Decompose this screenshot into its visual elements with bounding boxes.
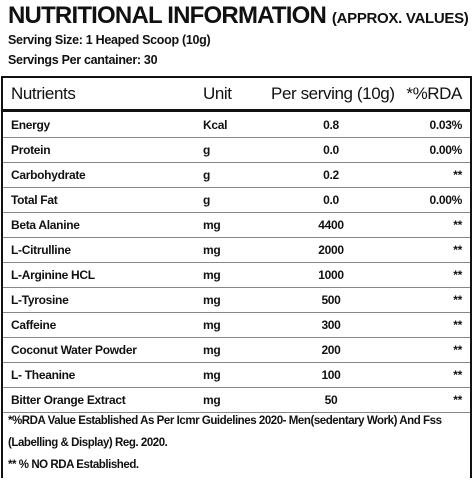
per-serving: 200 (321, 343, 341, 357)
nutrient: Coconut Water Powder (11, 343, 137, 357)
rda: ** (453, 168, 462, 182)
subtitle: (APPROX. VALUES) (331, 10, 469, 27)
table-row: Beta Alanine mg 4400 ** (3, 213, 470, 238)
rda: 0.00% (429, 193, 462, 207)
table-row: Energy Kcal 0.8 0.03% (3, 113, 470, 138)
table-row: L-Citrulline mg 2000 ** (3, 238, 470, 263)
rda: ** (453, 268, 462, 282)
rda: ** (453, 293, 462, 307)
table-row: Protein g 0.0 0.00% (3, 138, 470, 163)
servings-per-container: Servings Per cantainer: 30 (8, 53, 158, 67)
column-header: Nutrients (11, 84, 76, 103)
per-serving: 1000 (318, 268, 344, 282)
title-line: NUTRITIONAL INFORMATION (APPROX. VALUES) (8, 2, 469, 30)
nutrient: L-Arginine HCL (11, 268, 95, 282)
nutrient: L- Theanine (11, 368, 76, 382)
table-header: Nutrients Unit Per serving (10g) *%RDA (3, 78, 470, 112)
table-row: Coconut Water Powder mg 200 ** (3, 338, 470, 363)
rda: ** (453, 218, 462, 232)
nutrition-table: Nutrients Unit Per serving (10g) *%RDA Ener… (1, 76, 472, 478)
unit: g (203, 143, 211, 157)
title: NUTRITIONAL INFORMATION (8, 2, 327, 29)
footnote: (Labelling & Display) Reg. 2020. (8, 437, 168, 449)
rda: ** (453, 393, 462, 407)
per-serving: 100 (321, 368, 341, 382)
column-header: *%RDA (406, 84, 462, 103)
unit: mg (203, 343, 221, 357)
nutrient: Caffeine (11, 318, 56, 332)
per-serving: 300 (321, 318, 341, 332)
nutrient: L-Citrulline (11, 243, 71, 257)
unit: mg (203, 393, 221, 407)
serving-size: Serving Size: 1 Heaped Scoop (10g) (8, 33, 211, 47)
unit: mg (203, 368, 221, 382)
unit: g (203, 168, 211, 182)
rda: ** (453, 243, 462, 257)
nutrient: Beta Alanine (11, 218, 80, 232)
table-row: Caffeine mg 300 ** (3, 313, 470, 338)
per-serving: 0.8 (323, 118, 339, 132)
unit: mg (203, 243, 221, 257)
column-header: Per serving (10g) (271, 84, 395, 103)
unit: Kcal (203, 118, 228, 132)
rda: 0.03% (429, 118, 462, 132)
nutrient: Protein (11, 143, 51, 157)
rda: ** (453, 318, 462, 332)
per-serving: 0.0 (323, 143, 339, 157)
rda: ** (453, 343, 462, 357)
per-serving: 4400 (318, 218, 344, 232)
table-row: L-Tyrosine mg 500 ** (3, 288, 470, 313)
nutrient: L-Tyrosine (11, 293, 69, 307)
unit: mg (203, 293, 221, 307)
table-row: L-Arginine HCL mg 1000 ** (3, 263, 470, 288)
nutrient: Bitter Orange Extract (11, 393, 126, 407)
per-serving: 0.0 (323, 193, 339, 207)
nutrient: Energy (11, 118, 50, 132)
table-row: Bitter Orange Extract mg 50 ** (3, 388, 470, 413)
table-row: Carbohydrate g 0.2 ** (3, 163, 470, 188)
rda: ** (453, 368, 462, 382)
table-row: Total Fat g 0.0 0.00% (3, 188, 470, 213)
unit: mg (203, 218, 221, 232)
footnote: *%RDA Value Established As Per Icmr Guid… (8, 415, 442, 427)
footnote: ** % NO RDA Established. (8, 459, 139, 471)
column-header: Unit (203, 84, 232, 103)
per-serving: 0.2 (323, 168, 339, 182)
unit: mg (203, 318, 221, 332)
nutrient: Carbohydrate (11, 168, 86, 182)
per-serving: 2000 (318, 243, 344, 257)
unit: g (203, 193, 211, 207)
per-serving: 50 (324, 393, 338, 407)
per-serving: 500 (321, 293, 341, 307)
rda: 0.00% (429, 143, 462, 157)
unit: mg (203, 268, 221, 282)
nutrient: Total Fat (11, 193, 58, 207)
table-row: L- Theanine mg 100 ** (3, 363, 470, 388)
